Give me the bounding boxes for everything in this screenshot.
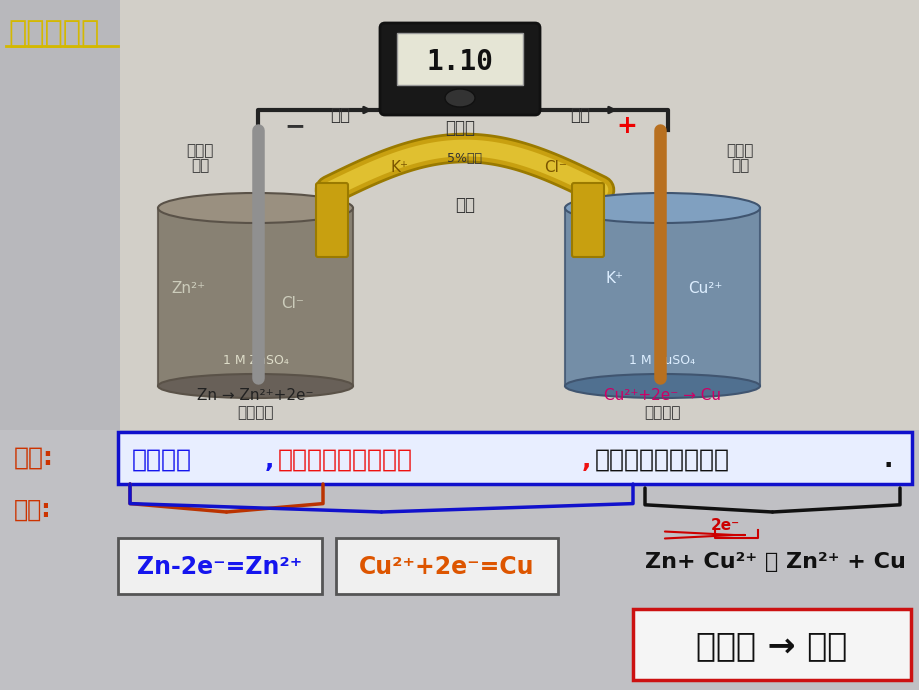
Text: ,: , (265, 448, 274, 472)
FancyBboxPatch shape (0, 0, 119, 690)
Ellipse shape (564, 193, 759, 223)
FancyBboxPatch shape (158, 208, 353, 386)
Text: Zn²⁺: Zn²⁺ (171, 281, 205, 296)
FancyBboxPatch shape (119, 0, 919, 430)
FancyBboxPatch shape (335, 538, 558, 594)
FancyBboxPatch shape (632, 609, 910, 680)
Text: Cl⁻: Cl⁻ (544, 160, 567, 175)
Ellipse shape (445, 89, 474, 107)
Text: 1 M ZnSO₄: 1 M ZnSO₄ (222, 354, 289, 367)
Text: +: + (616, 114, 637, 138)
Text: Zn-2e⁻=Zn²⁺: Zn-2e⁻=Zn²⁺ (137, 555, 302, 579)
Text: Zn+ Cu²⁺ ＝ Zn²⁺ + Cu: Zn+ Cu²⁺ ＝ Zn²⁺ + Cu (644, 552, 904, 572)
Text: 电流计指针发生偏转: 电流计指针发生偏转 (595, 448, 729, 472)
Text: 2e⁻: 2e⁻ (709, 518, 739, 533)
FancyBboxPatch shape (315, 183, 347, 257)
Text: 铜锌原电池: 铜锌原电池 (8, 19, 99, 48)
Text: 电子: 电子 (330, 106, 349, 124)
Text: Cl⁻: Cl⁻ (281, 296, 304, 311)
Text: ,: , (582, 448, 591, 472)
Text: 化学能 → 电能: 化学能 → 电能 (696, 629, 846, 662)
Text: 氧化阳极: 氧化阳极 (237, 405, 274, 420)
FancyBboxPatch shape (397, 33, 522, 85)
Text: 锌片变细: 锌片变细 (131, 448, 192, 472)
Ellipse shape (564, 374, 759, 398)
Text: 结论:: 结论: (14, 498, 51, 522)
Text: 1 M CuSO₄: 1 M CuSO₄ (629, 354, 695, 367)
Text: −: − (284, 114, 305, 138)
Text: .: . (883, 448, 892, 472)
Text: 金属铜: 金属铜 (725, 143, 753, 158)
Text: Cu²⁺: Cu²⁺ (687, 281, 721, 296)
Text: 盐桥: 盐桥 (455, 196, 474, 214)
FancyBboxPatch shape (118, 538, 322, 594)
Text: Cu²⁺+2e⁻=Cu: Cu²⁺+2e⁻=Cu (358, 555, 534, 579)
Text: 现象:: 现象: (14, 446, 54, 470)
Text: 电极: 电极 (190, 158, 209, 173)
Ellipse shape (158, 374, 353, 398)
Text: 金属锌: 金属锌 (187, 143, 213, 158)
Text: 5%琥脂: 5%琥脂 (447, 152, 482, 165)
Text: 伏特计: 伏特计 (445, 119, 474, 137)
Text: K⁺: K⁺ (391, 160, 409, 175)
Text: 铜上有红色物质析出: 铜上有红色物质析出 (278, 448, 413, 472)
Text: 还原阴极: 还原阴极 (643, 405, 680, 420)
FancyBboxPatch shape (572, 183, 604, 257)
FancyBboxPatch shape (380, 23, 539, 115)
Text: 1.10: 1.10 (426, 48, 493, 76)
FancyBboxPatch shape (118, 432, 911, 484)
Text: 电子: 电子 (570, 106, 589, 124)
Text: 电极: 电极 (730, 158, 748, 173)
Text: Cu²⁺+2e⁻ → Cu: Cu²⁺+2e⁻ → Cu (604, 388, 720, 403)
Text: K⁺: K⁺ (606, 271, 623, 286)
Text: Zn → Zn²⁺+2e⁻: Zn → Zn²⁺+2e⁻ (197, 388, 313, 403)
Ellipse shape (158, 193, 353, 223)
FancyBboxPatch shape (0, 430, 919, 690)
FancyBboxPatch shape (564, 208, 759, 386)
